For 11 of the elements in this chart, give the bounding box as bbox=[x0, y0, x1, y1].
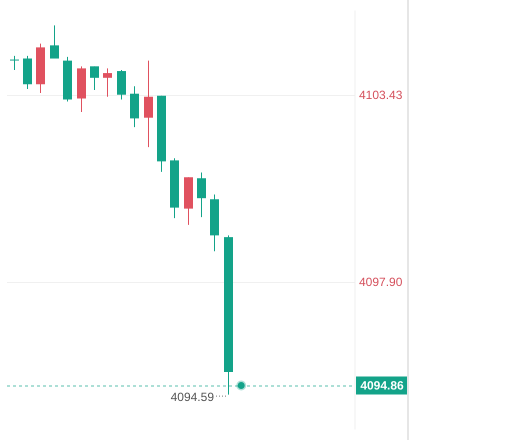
ref-line-label: 4094.86 bbox=[360, 378, 404, 392]
candlestick bbox=[90, 66, 99, 90]
candlestick bbox=[144, 60, 153, 148]
y-tick-label: 4103.43 bbox=[359, 88, 403, 102]
candlestick bbox=[50, 24, 59, 60]
annotation: 4094.59 bbox=[170, 390, 214, 404]
y-tick-label: 4097.90 bbox=[359, 275, 403, 290]
candlestick bbox=[117, 70, 126, 100]
candlestick bbox=[197, 172, 206, 218]
candlestick bbox=[10, 55, 19, 71]
candlestick bbox=[103, 68, 112, 98]
